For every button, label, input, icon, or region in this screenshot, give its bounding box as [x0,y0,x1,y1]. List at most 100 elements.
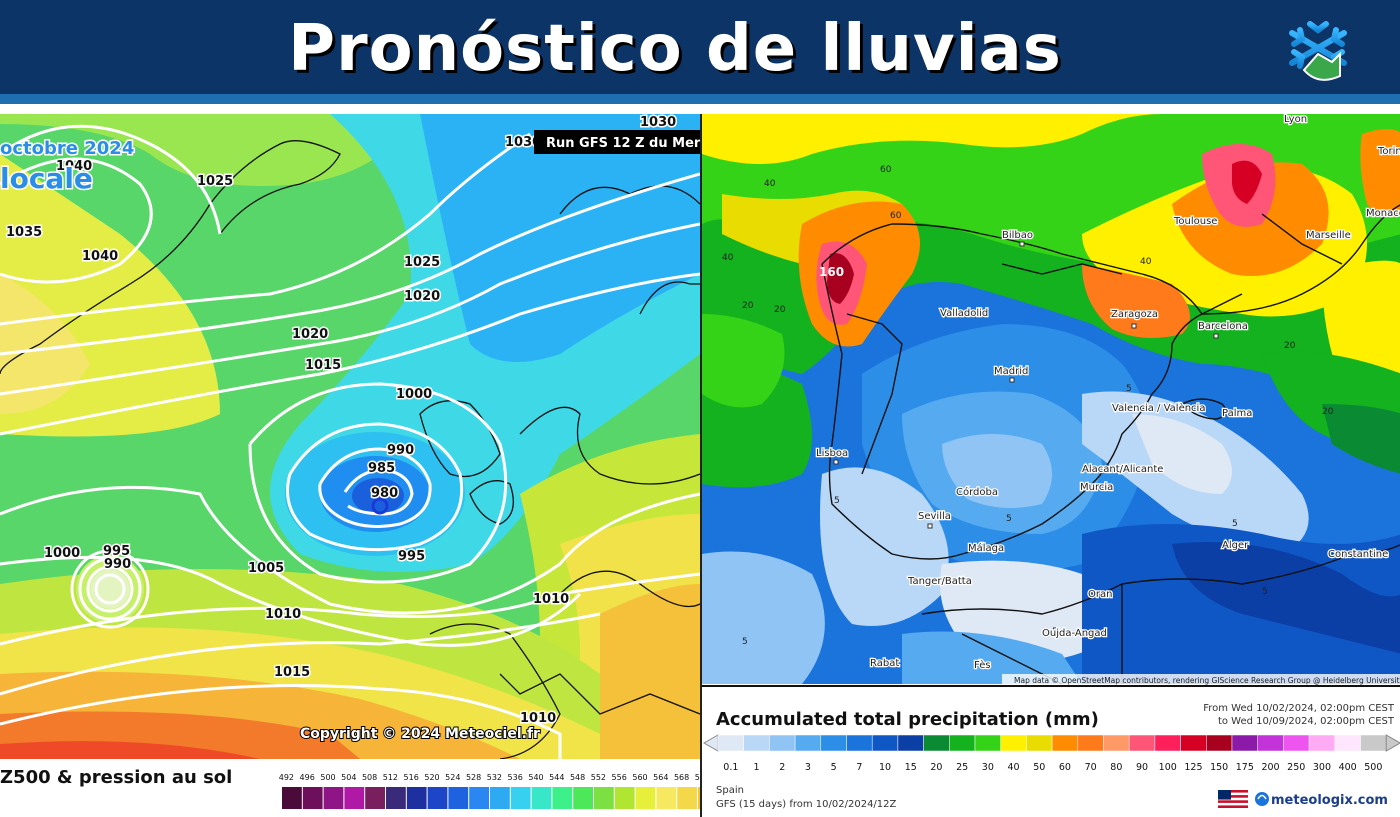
legend-swatch [1283,734,1310,752]
city-label: Madrid [994,366,1028,377]
legend-tick-label: 504 [341,773,356,782]
legend-swatch [1231,734,1258,752]
period-to: to Wed 10/09/2024, 02:00pm CEST [1218,716,1395,727]
isobar-label: 1000 [396,387,432,402]
city-label: Bilbao [1002,230,1033,241]
contour-label: 5 [1006,514,1012,524]
legend-swatch [490,787,510,809]
legend-swatch [1000,734,1027,752]
city-label: Alacant/Alicante [1082,464,1163,475]
low-center-label: 980 [371,486,398,501]
legend-tick-label: 1 [754,762,760,773]
forecast-date: octobre 2024 [0,138,134,159]
city-label: Toulouse [1173,216,1217,227]
isobar-label: 1025 [197,174,233,189]
run-label: Run GFS 12 Z du Mer [546,136,700,151]
isobar-label: 1010 [533,592,569,607]
legend-tick-label: 250 [1287,762,1305,773]
legend-tick-label: 90 [1136,762,1148,773]
precipitation-map-panel: 40 60 60 40 160 20 20 40 20 20 5 5 5 5 5… [700,114,1400,817]
isobars [0,124,700,759]
city-label: Rabat [870,658,899,669]
legend-swatch [1051,734,1079,752]
country-borders [821,204,1400,685]
isobar-label: 995 [103,544,130,559]
isobar-label: 1010 [265,607,301,622]
city-label: Palma [1222,408,1252,419]
header-banner: Pronóstico de lluvias [0,0,1400,104]
isobar-label: 1025 [404,255,440,270]
legend-swatch [1334,734,1361,752]
city-label: Alger [1222,540,1249,551]
legend-tick-label: 15 [905,762,917,773]
contour-labels: 40 60 60 40 160 20 20 40 20 20 5 5 5 5 5… [722,165,1334,647]
contour-label: 20 [1322,407,1334,417]
legend-swatch [1360,734,1387,752]
legend-tick-label: 70 [1085,762,1097,773]
legend-swatch [614,787,635,809]
isobar-label: 995 [398,549,425,564]
legend-tick-label: 125 [1184,762,1202,773]
city-label: Málaga [968,542,1004,554]
precipitation-map: 40 60 60 40 160 20 20 40 20 20 5 5 5 5 5… [702,114,1400,817]
legend-swatch [635,787,656,809]
legend-tick-label: 492 [279,773,294,782]
city-label: Barcelona [1198,321,1248,332]
legend-swatch [510,787,531,809]
isobar-label: 1005 [248,561,284,576]
city-label: Valencia / València [1112,402,1205,414]
legend-swatch [302,787,323,809]
legend-tick-label: 512 [383,773,398,782]
legend-swatch [282,787,302,809]
legend-tick-label: 516 [404,773,419,782]
isobar-labels: 1040 1025 1035 1040 1030 1030 1025 1020 … [5,114,678,728]
city-label: Oran [1088,589,1112,600]
legend-tick-label: 2 [779,762,785,773]
legend-tick-label: 573 [695,773,700,782]
city-markers [833,241,1219,529]
pressure-map: 1040 1025 1035 1040 1030 1030 1025 1020 … [0,114,700,817]
legend-tick-label: 7 [856,762,862,773]
isobar-label: 1030 [505,135,541,150]
legend-tick-label: 500 [1364,762,1382,773]
coastline [0,140,700,760]
isobar-label: 1040 [56,159,92,174]
legend-swatch [717,734,744,752]
contour-label: 40 [1140,257,1152,267]
isobar-label: 985 [368,461,395,476]
legend-swatch [871,734,899,752]
legend-tick-label: 60 [1059,762,1071,773]
legend-swatch [344,787,365,809]
legend-swatch [1128,734,1156,752]
city-label: Lisboa [816,448,848,459]
legend-tick-label: 10 [879,762,891,773]
legend-tick-label: 30 [982,762,994,773]
legend-tick-label: 556 [612,773,627,782]
city-label: Valladolid [940,308,988,319]
legend-tick-label: 175 [1236,762,1254,773]
city-label: Marseille [1306,230,1351,241]
legend-title: Z500 & pression au sol [0,767,232,788]
pressure-map-panel: 1040 1025 1035 1040 1030 1030 1025 1020 … [0,114,700,817]
legend-tick-label: 548 [570,773,585,782]
city-label: Torino [1377,146,1400,157]
city-label: Zaragoza [1111,309,1158,320]
isobar-label: 1040 [82,249,118,264]
legend-tick-label: 80 [1110,762,1122,773]
city-label: Constantine [1328,549,1388,560]
legend-tick-label: 20 [930,762,942,773]
precip-legend: 0.1 1 2 3 5 7 10 15 20 25 30 40 50 60 70 80 90 100 125 150 1… [702,734,1400,773]
precip-title: Accumulated total precipitation (mm) [716,709,1099,730]
copyright-text: Copyright © 2024 Meteociel.fr [300,726,540,742]
legend-tick-label: 560 [632,773,647,782]
legend-swatch [949,734,976,752]
legend-tick-label: 524 [445,773,460,782]
legend-swatch [1257,734,1284,752]
snowflake-icon [1282,10,1354,90]
legend-swatch [365,787,385,809]
city-label: Fès [974,659,991,671]
isobar-label: 990 [387,443,414,458]
legend-tick-label: 200 [1261,762,1279,773]
contour-label: 20 [1284,341,1296,351]
contour-label: 60 [880,165,892,175]
